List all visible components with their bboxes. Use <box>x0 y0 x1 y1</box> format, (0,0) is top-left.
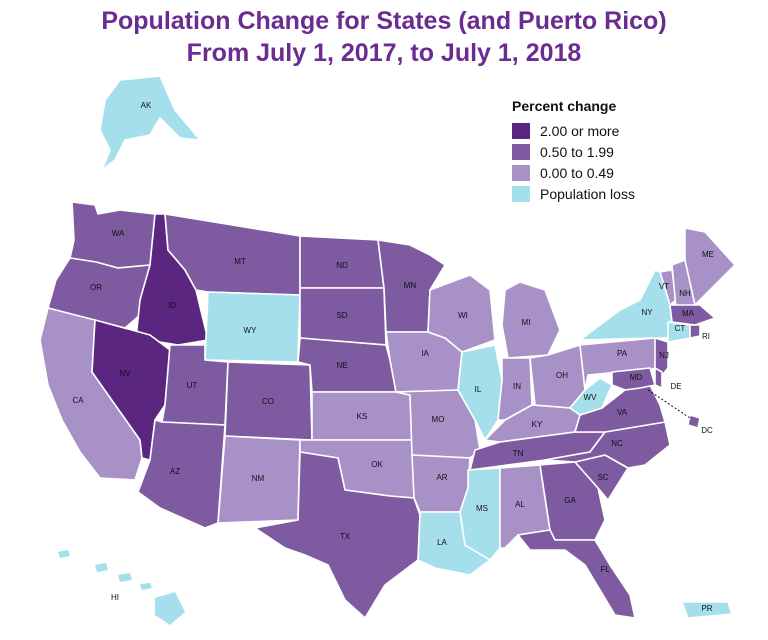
state-label-ma: MA <box>682 309 695 318</box>
state-label-il: IL <box>475 385 482 394</box>
state-label-fl: FL <box>600 565 610 574</box>
state-label-wy: WY <box>244 326 258 335</box>
state-nj[interactable] <box>654 337 669 379</box>
state-hi[interactable] <box>58 550 185 625</box>
legend-label: 0.50 to 1.99 <box>540 143 614 160</box>
state-label-pa: PA <box>617 349 628 358</box>
legend-swatch <box>512 122 530 139</box>
state-label-ca: CA <box>72 396 84 405</box>
state-label-oh: OH <box>556 371 568 380</box>
legend-swatch <box>512 185 530 202</box>
state-label-ia: IA <box>421 349 429 358</box>
state-me[interactable] <box>684 227 736 306</box>
state-label-ms: MS <box>476 504 488 513</box>
legend-item: 0.50 to 1.99 <box>512 141 752 162</box>
state-label-nh: NH <box>679 289 691 298</box>
title-line-1: Population Change for States (and Puerto… <box>101 7 667 35</box>
state-ma[interactable] <box>669 304 716 326</box>
state-mi[interactable] <box>501 281 561 359</box>
state-label-la: LA <box>437 538 447 547</box>
state-label-tx: TX <box>340 532 351 541</box>
state-label-ar: AR <box>436 473 447 482</box>
state-label-az: AZ <box>170 467 180 476</box>
legend-title: Percent change <box>512 98 617 114</box>
state-label-in: IN <box>513 382 521 391</box>
state-label-tn: TN <box>513 449 524 458</box>
state-label-nd: ND <box>336 261 348 270</box>
state-label-ri: RI <box>702 332 710 341</box>
title-line-2: From July 1, 2017, to July 1, 2018 <box>186 39 582 67</box>
state-label-mn: MN <box>404 281 417 290</box>
state-label-hi: HI <box>111 593 119 602</box>
state-label-pr: PR <box>701 604 712 613</box>
legend-item: Population loss <box>512 183 752 204</box>
state-label-al: AL <box>515 500 525 509</box>
state-label-or: OR <box>90 283 102 292</box>
state-label-wa: WA <box>112 229 125 238</box>
state-fl[interactable] <box>517 529 636 619</box>
state-de[interactable] <box>654 367 663 389</box>
legend-item: 0.00 to 0.49 <box>512 162 752 183</box>
state-ar[interactable] <box>411 454 471 513</box>
state-ak[interactable] <box>99 75 201 171</box>
state-label-wi: WI <box>458 311 468 320</box>
state-label-co: CO <box>262 397 274 406</box>
state-label-nj: NJ <box>659 351 669 360</box>
state-md[interactable] <box>611 367 656 391</box>
state-label-md: MD <box>630 373 643 382</box>
state-label-wv: WV <box>584 393 598 402</box>
state-label-id: ID <box>168 301 176 310</box>
state-dc[interactable] <box>687 414 701 429</box>
dc-callout-line <box>647 389 691 419</box>
state-wi[interactable] <box>427 274 496 353</box>
state-va[interactable] <box>574 384 666 433</box>
state-pr[interactable] <box>681 601 733 619</box>
legend-label: 0.00 to 0.49 <box>540 164 614 181</box>
state-label-nm: NM <box>252 474 265 483</box>
legend-label: Population loss <box>540 185 635 202</box>
state-label-ct: CT <box>675 324 686 333</box>
state-label-ny: NY <box>641 308 653 317</box>
state-label-ok: OK <box>371 460 383 469</box>
state-il[interactable] <box>457 344 503 441</box>
state-label-nc: NC <box>611 439 623 448</box>
legend-label: 2.00 or more <box>540 122 620 139</box>
state-label-ut: UT <box>187 381 198 390</box>
state-label-ga: GA <box>564 496 576 505</box>
state-label-nv: NV <box>119 369 131 378</box>
legend-swatch <box>512 164 530 181</box>
state-label-ak: AK <box>141 101 152 110</box>
state-ri[interactable] <box>689 324 701 339</box>
state-ny[interactable] <box>579 269 673 341</box>
state-label-ky: KY <box>532 420 543 429</box>
state-label-ks: KS <box>357 412 368 421</box>
state-label-vt: VT <box>659 282 669 291</box>
state-tx[interactable] <box>254 451 421 619</box>
legend-swatch <box>512 143 530 160</box>
state-label-va: VA <box>617 408 628 417</box>
state-label-ne: NE <box>336 361 347 370</box>
state-label-mi: MI <box>522 318 531 327</box>
legend-item: 2.00 or more <box>512 120 752 141</box>
legend: Percent change 2.00 or more 0.50 to 1.99… <box>512 98 752 204</box>
state-label-mt: MT <box>234 257 246 266</box>
state-label-mo: MO <box>432 415 445 424</box>
state-label-sd: SD <box>336 311 347 320</box>
state-label-dc: DC <box>701 426 713 435</box>
state-label-de: DE <box>670 382 681 391</box>
state-label-sc: SC <box>597 473 608 482</box>
state-label-me: ME <box>702 250 714 259</box>
